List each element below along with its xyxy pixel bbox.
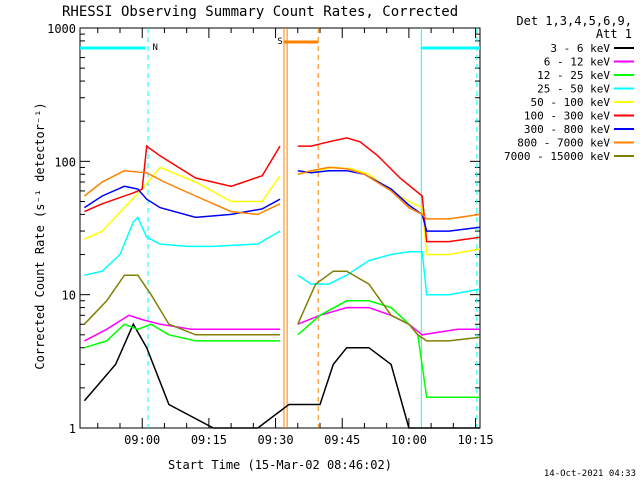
timestamp-label: 14-Oct-2021 04:33 <box>544 469 636 479</box>
legend-label: 800 - 7000 keV <box>517 137 610 150</box>
series-line <box>83 274 280 336</box>
series-line <box>297 270 481 342</box>
series-line <box>84 216 281 276</box>
series-line <box>83 322 480 429</box>
legend-label: 12 - 25 keV <box>537 69 610 82</box>
series-line <box>84 323 280 349</box>
x-tick-label: 09:00 <box>124 433 160 447</box>
series-line <box>297 300 480 399</box>
legend-label: 6 - 12 keV <box>544 56 611 69</box>
legend-label: 300 - 800 keV <box>524 123 610 136</box>
legend-header-line1: Det 1,3,4,5,6,9, <box>516 14 632 28</box>
series-line <box>297 137 481 243</box>
series-line <box>83 169 281 216</box>
x-tick-label: 09:30 <box>257 433 293 447</box>
x-tick-label: 10:15 <box>457 433 493 447</box>
legend-label: 7000 - 15000 keV <box>504 150 610 163</box>
legend-label: 50 - 100 keV <box>531 96 611 109</box>
x-tick-label: 09:15 <box>191 433 227 447</box>
series-line <box>297 169 481 232</box>
chart-title: RHESSI Observing Summary Count Rates, Co… <box>62 4 458 20</box>
series-line <box>84 166 281 240</box>
y-tick-label: 1000 <box>47 22 76 36</box>
x-axis-label: Start Time (15-Mar-02 08:46:02) <box>168 458 392 472</box>
series-line <box>84 314 280 342</box>
series-line <box>84 144 281 213</box>
plot-frame <box>79 27 481 429</box>
legend-label: 25 - 50 keV <box>537 83 610 96</box>
y-axis-label: Corrected Count Rate (s⁻¹ detector⁻¹) <box>33 102 47 369</box>
y-tick-label: 100 <box>54 155 76 169</box>
x-tick-label: 10:00 <box>391 433 427 447</box>
legend-label: 3 - 6 keV <box>550 42 610 55</box>
legend-header-line2: Att 1 <box>596 27 632 41</box>
x-tick-label: 09:45 <box>324 433 360 447</box>
plot-area: 1 10 100 1000 09:00 09:15 09:30 09:45 10:00 10:15… <box>47 22 494 447</box>
y-tick-label: 1 <box>69 422 76 436</box>
series-line <box>297 250 481 296</box>
legend-label: 100 - 300 keV <box>524 110 610 123</box>
night-label: N <box>152 43 157 53</box>
series-line <box>297 166 481 220</box>
y-tick-label: 10 <box>62 289 76 303</box>
series-line <box>83 185 281 219</box>
saa-label: S <box>277 37 282 47</box>
